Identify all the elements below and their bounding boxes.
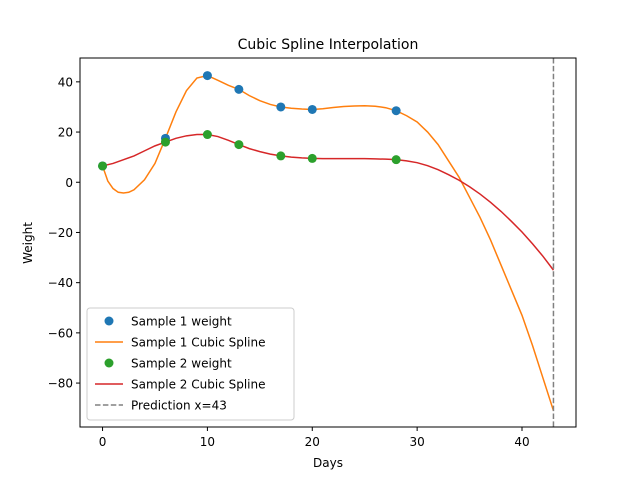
data-point [391,155,401,165]
chart-title: Cubic Spline Interpolation [238,37,419,53]
legend-marker [104,316,114,326]
y-tick-label: −40 [48,276,73,290]
y-tick-label: 20 [58,126,73,140]
data-point [276,102,286,112]
legend-entry: Prediction x=43 [131,399,227,413]
x-axis-label: Days [313,456,343,470]
legend-entry: Sample 2 weight [131,357,232,371]
y-axis-label: Weight [21,222,35,264]
y-tick-label: 40 [58,75,73,89]
legend-entry: Sample 2 Cubic Spline [131,378,266,392]
plot-area [98,58,555,427]
data-point [234,84,244,94]
data-point [307,153,317,163]
data-point [98,161,108,171]
x-tick-label: 10 [200,435,215,449]
legend: Sample 1 weight Sample 1 Cubic Spline Samp… [86,307,295,421]
axes-frame [79,57,577,428]
data-point [307,104,317,114]
y-tick-label: −20 [48,226,73,240]
x-axis: 0 10 20 30 40 [99,427,530,449]
data-point [391,106,401,116]
x-tick-label: 40 [514,435,529,449]
legend-marker [104,358,114,368]
data-point [202,71,212,81]
data-point [202,130,212,140]
x-tick-label: 0 [99,435,107,449]
legend-box [86,307,295,421]
y-tick-label: 0 [65,176,73,190]
x-tick-label: 30 [409,435,424,449]
y-tick-label: −80 [48,377,73,391]
series-line-3 [102,133,555,271]
data-point [276,151,286,161]
legend-entry: Sample 1 weight [131,315,232,329]
y-tick-label: −60 [48,326,73,340]
data-point [160,137,170,147]
x-tick-label: 20 [305,435,320,449]
y-axis: −80 −60 −40 −20 0 20 40 [48,75,80,391]
data-point [234,140,244,150]
legend-entry: Sample 1 Cubic Spline [131,336,266,350]
